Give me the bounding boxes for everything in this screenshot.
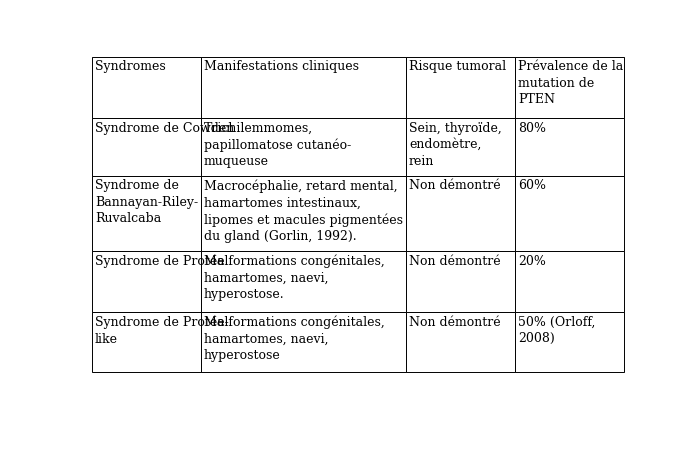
Bar — [91, 251, 201, 312]
Text: 80%: 80% — [518, 122, 546, 134]
Bar — [91, 57, 201, 118]
Bar — [406, 312, 514, 372]
Bar — [514, 251, 624, 312]
Text: Risque tumoral: Risque tumoral — [409, 61, 506, 73]
Bar — [201, 251, 406, 312]
Text: Manifestations cliniques: Manifestations cliniques — [204, 61, 359, 73]
Text: Non démontré: Non démontré — [409, 179, 500, 192]
Text: Macrocéphalie, retard mental,
hamartomes intestinaux,
lipomes et macules pigment: Macrocéphalie, retard mental, hamartomes… — [204, 179, 403, 243]
Bar — [201, 176, 406, 251]
Bar — [406, 251, 514, 312]
Text: Prévalence de la
mutation de
PTEN: Prévalence de la mutation de PTEN — [518, 61, 623, 106]
Text: 20%: 20% — [518, 255, 546, 268]
Text: Non démontré: Non démontré — [409, 316, 500, 329]
Text: Syndrome de Cowden: Syndrome de Cowden — [95, 122, 234, 134]
Bar — [514, 118, 624, 176]
Text: Sein, thyroïde,
endomètre,
rein: Sein, thyroïde, endomètre, rein — [409, 122, 502, 168]
Text: Syndromes: Syndromes — [95, 61, 165, 73]
Text: Syndrome de Protée: Syndrome de Protée — [95, 255, 225, 268]
Bar — [514, 57, 624, 118]
Bar — [91, 118, 201, 176]
Text: Syndrome de
Bannayan-Riley-
Ruvalcaba: Syndrome de Bannayan-Riley- Ruvalcaba — [95, 179, 198, 225]
Bar — [91, 176, 201, 251]
Bar — [201, 312, 406, 372]
Bar — [406, 57, 514, 118]
Bar — [406, 118, 514, 176]
Text: Malformations congénitales,
hamartomes, naevi,
hyperostose: Malformations congénitales, hamartomes, … — [204, 316, 385, 362]
Bar — [514, 312, 624, 372]
Text: 50% (Orloff,
2008): 50% (Orloff, 2008) — [518, 316, 595, 345]
Bar — [91, 312, 201, 372]
Text: Malformations congénitales,
hamartomes, naevi,
hyperostose.: Malformations congénitales, hamartomes, … — [204, 255, 385, 301]
Bar — [201, 118, 406, 176]
Text: 60%: 60% — [518, 179, 546, 192]
Bar — [514, 176, 624, 251]
Text: Trichilemmomes,
papillomatose cutanéo-
muqueuse: Trichilemmomes, papillomatose cutanéo- m… — [204, 122, 351, 168]
Text: Syndrome de Protée-
like: Syndrome de Protée- like — [95, 316, 228, 346]
Text: Non démontré: Non démontré — [409, 255, 500, 268]
Bar — [406, 176, 514, 251]
Bar — [201, 57, 406, 118]
